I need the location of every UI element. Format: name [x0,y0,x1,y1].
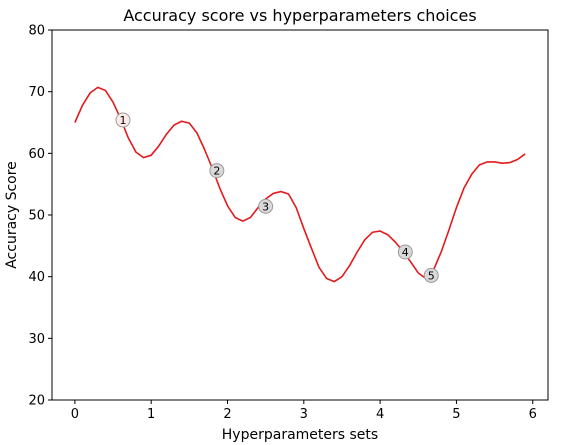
annotation-marker-1: 1 [115,112,131,128]
y-tick-label: 70 [28,85,45,100]
annotation-markers: 1 2 3 4 5 [115,112,439,283]
annotation-label: 3 [262,200,269,213]
x-axis: 0 1 2 3 4 5 6 [71,400,537,422]
x-tick-label: 6 [529,407,537,422]
annotation-label: 2 [213,165,220,178]
annotation-label: 4 [402,246,409,259]
chart-title: Accuracy score vs hyperparameters choice… [123,6,476,25]
annotation-marker-2: 2 [209,163,225,179]
x-tick-label: 3 [300,407,308,422]
x-tick-label: 1 [147,407,155,422]
x-tick-label: 0 [71,407,79,422]
y-tick-label: 40 [28,270,45,285]
annotation-circle [209,163,225,179]
annotation-circle [115,112,131,128]
x-tick-label: 5 [452,407,460,422]
x-axis-label: Hyperparameters sets [222,427,378,443]
annotation-circle [397,244,413,260]
y-tick-label: 50 [28,209,45,224]
series-line-accuracy [74,86,526,283]
annotation-label: 1 [119,114,126,127]
annotation-label: 5 [428,269,435,282]
y-tick-label: 20 [28,394,45,409]
annotation-marker-4: 4 [397,244,413,260]
plot-frame [51,29,549,401]
x-tick-label: 4 [376,407,384,422]
annotation-circle [258,198,274,214]
y-tick-label: 80 [28,24,45,39]
y-axis-label: Accuracy Score [4,161,20,269]
annotation-circle [423,267,439,283]
x-tick-label: 2 [223,407,231,422]
y-tick-label: 30 [28,332,45,347]
y-tick-label: 60 [28,147,45,162]
y-axis: 20 30 40 50 60 70 80 [28,24,52,409]
annotation-marker-3: 3 [258,198,274,214]
annotation-marker-5: 5 [423,267,439,283]
